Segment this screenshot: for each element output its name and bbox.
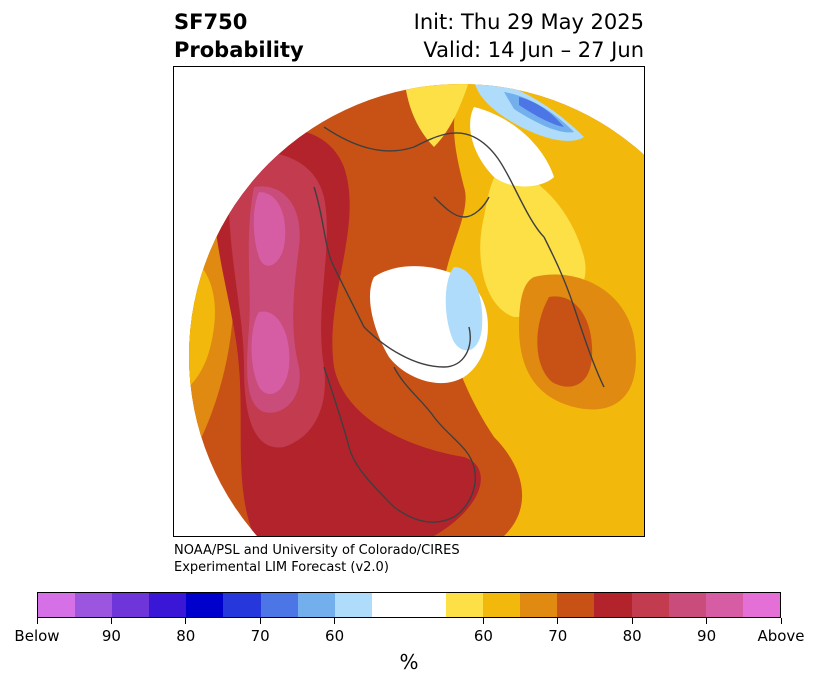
colorbar-segment: [668, 593, 706, 617]
colorbar-segment: [223, 593, 261, 617]
colorbar-tick-label: 90: [101, 627, 121, 645]
colorbar: [37, 592, 781, 618]
region-above-80-east-na: [380, 454, 465, 508]
colorbar-segment: [112, 593, 150, 617]
colorbar-segment: [297, 593, 335, 617]
colorbar-segment: [631, 593, 669, 617]
forecast-dates: Init: Thu 29 May 2025 Valid: 14 Jun – 27…: [414, 8, 644, 64]
colorbar-segment: [149, 593, 187, 617]
colorbar-segment: [594, 593, 632, 617]
field-name: Probability: [174, 38, 304, 62]
colorbar-tick: [482, 618, 484, 624]
colorbar-tick: [780, 618, 782, 624]
colorbar-tick: [557, 618, 559, 624]
product-name: SF750: [174, 10, 248, 34]
colorbar-tick: [110, 618, 112, 624]
colorbar-tick-label: 80: [176, 627, 196, 645]
credit-line-2: Experimental LIM Forecast (v2.0): [174, 560, 389, 575]
region-above-55-north: [404, 84, 474, 147]
data-credit: NOAA/PSL and University of Colorado/CIRE…: [174, 542, 460, 576]
colorbar-tick-label: 90: [697, 627, 717, 645]
region-above-95-lower: [251, 311, 290, 395]
colorbar-segment: [38, 593, 76, 617]
colorbar-segment: [742, 593, 780, 617]
credit-line-1: NOAA/PSL and University of Colorado/CIRE…: [174, 543, 460, 558]
colorbar-tick-label: 80: [622, 627, 642, 645]
colorbar-tick-label: 60: [325, 627, 345, 645]
coastlines: [313, 126, 605, 523]
valid-range: Valid: 14 Jun – 27 Jun: [423, 38, 644, 62]
colorbar-segment: [75, 593, 113, 617]
init-date: Init: Thu 29 May 2025: [413, 10, 644, 34]
colorbar-tick: [36, 618, 38, 624]
colorbar-segment: [186, 593, 224, 617]
colorbar-segment: [371, 593, 409, 617]
probability-map: [173, 66, 645, 537]
colorbar-unit: %: [399, 650, 419, 674]
colorbar-tick-label: Below: [14, 627, 60, 645]
colorbar-segment: [483, 593, 521, 617]
region-above-95: [253, 192, 286, 266]
map-canvas: [189, 84, 644, 536]
colorbar-segment: [334, 593, 372, 617]
colorbar-segment: [705, 593, 743, 617]
colorbar-tick-label: 70: [548, 627, 568, 645]
region-below-60: [445, 267, 483, 351]
colorbar-tick: [185, 618, 187, 624]
colorbar-segment: [260, 593, 298, 617]
colorbar-tick-label: Above: [757, 627, 805, 645]
colorbar-tick: [631, 618, 633, 624]
colorbar-tick: [706, 618, 708, 624]
colorbar-segment: [446, 593, 484, 617]
colorbar-tick-label: 70: [250, 627, 270, 645]
colorbar-tick: [334, 618, 336, 624]
region-below-80: [519, 97, 564, 127]
colorbar-tick-label: 60: [473, 627, 493, 645]
colorbar-segment: [557, 593, 595, 617]
colorbar-segment: [520, 593, 558, 617]
colorbar-segment: [408, 593, 447, 617]
colorbar-tick: [259, 618, 261, 624]
region-above-60-west: [189, 247, 215, 397]
region-neutral-north: [470, 107, 554, 187]
plot-title: SF750 Probability: [174, 8, 304, 64]
